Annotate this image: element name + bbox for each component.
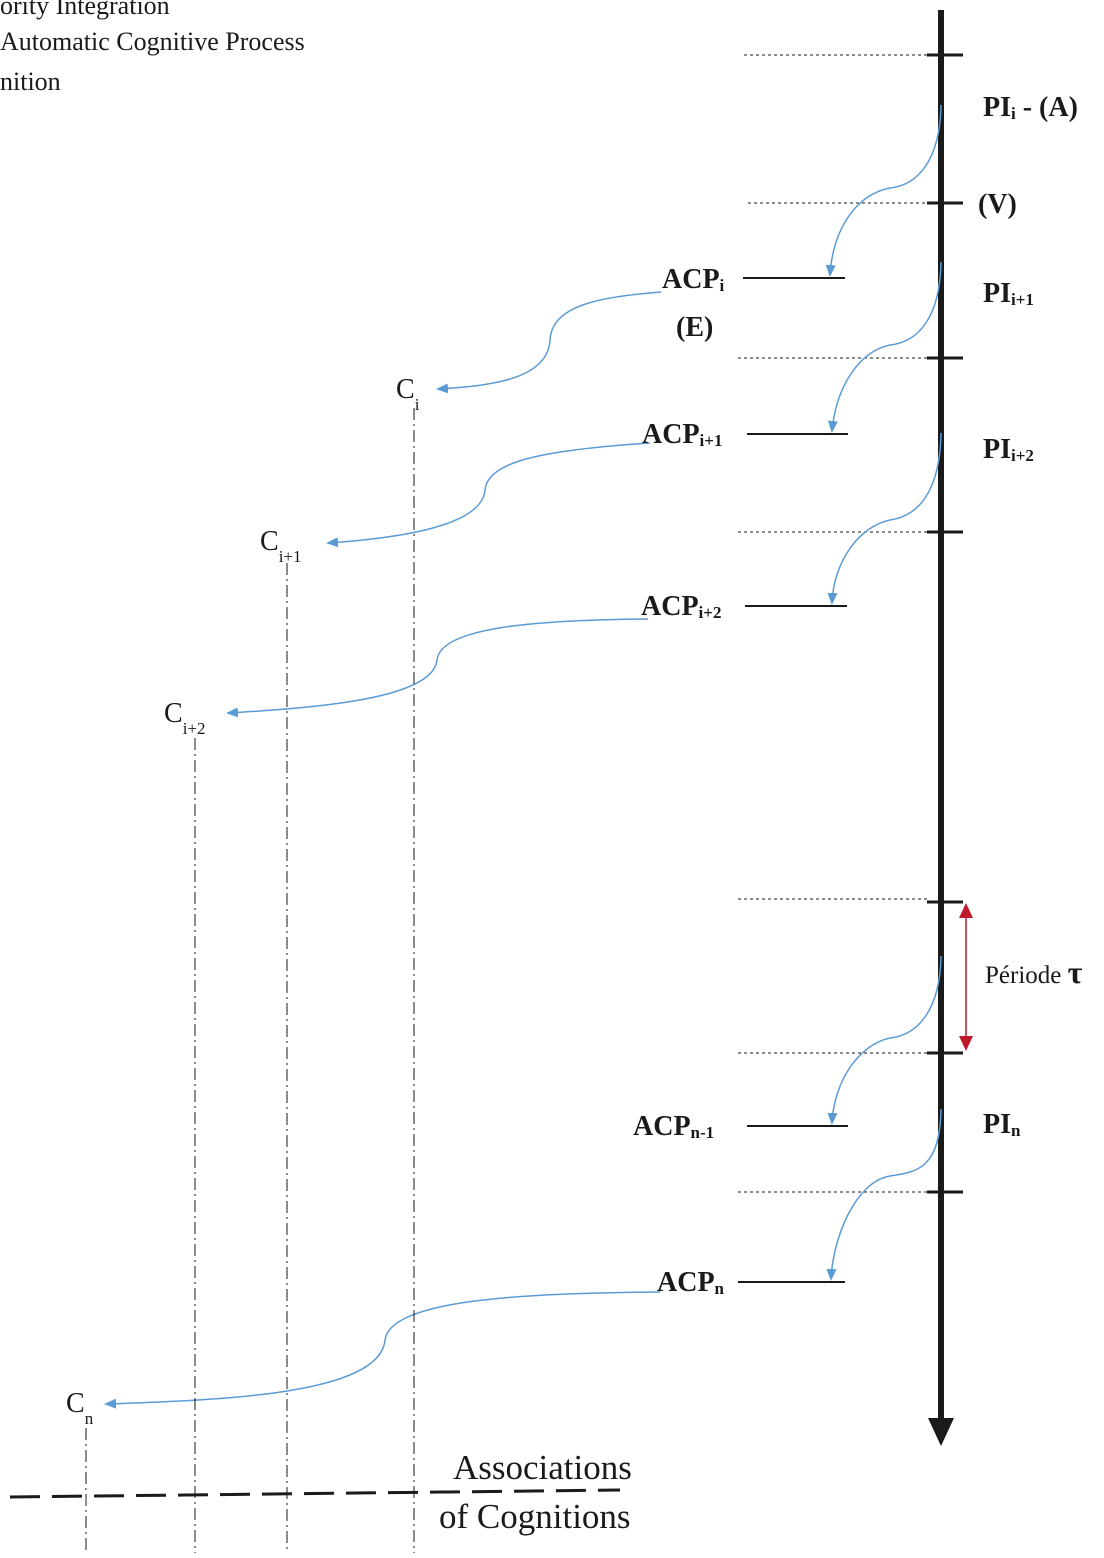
- legend-line-1: ority Integration: [0, 0, 170, 20]
- label-c-i1: Ci+1: [260, 526, 302, 566]
- label-c-n: Cn: [66, 1388, 94, 1428]
- label-acp-i: ACPi: [662, 264, 725, 295]
- arrow-period-to-acp-n1: [827, 955, 942, 1125]
- associations-line: [9, 1488, 621, 1499]
- label-acp-i1: ACPi+1: [642, 419, 722, 450]
- acp-lines: [738, 277, 848, 1283]
- label-pi-i: PIi - (A): [983, 92, 1078, 123]
- label-pi-i1: PIi+1: [983, 278, 1034, 309]
- label-acp-n1: ACPn-1: [633, 1111, 714, 1142]
- legend-line-3: nition: [0, 67, 61, 96]
- label-pi-i2: PIi+2: [983, 434, 1034, 465]
- axis-ticks: [927, 53, 963, 1194]
- label-period: Période τ: [985, 954, 1083, 990]
- arrow-pi-i2-to-acp-i2: [827, 432, 942, 605]
- associations-label-line-2: of Cognitions: [439, 1497, 631, 1536]
- label-c-i2: Ci+2: [164, 698, 206, 738]
- arrow-pi-n-to-acp-n: [826, 1108, 942, 1281]
- arrow-acp-i1-to-c-i1: [326, 442, 651, 548]
- label-pi-n: PIn: [983, 1109, 1021, 1140]
- associations-label-line-1: Associations: [453, 1448, 632, 1487]
- time-axis-arrowhead: [928, 1418, 954, 1446]
- arrow-pi-i1-to-acp-i1: [827, 261, 942, 433]
- arrow-acp-n-to-c-n: [104, 1291, 661, 1409]
- period-arrowhead-bottom: [959, 1036, 973, 1051]
- arrow-acp-i-to-c-i: [436, 291, 662, 394]
- arrow-pi-i-to-acp-i: [825, 104, 942, 277]
- period-arrow: [959, 903, 973, 1051]
- acp-to-cognition-arrows: [104, 291, 662, 1409]
- label-e: (E): [676, 312, 713, 343]
- arrow-acp-i2-to-c-i2: [226, 618, 649, 718]
- period-arrowhead-top: [959, 903, 973, 918]
- label-c-i: Ci: [396, 374, 420, 414]
- label-acp-n: ACPn: [657, 1267, 725, 1298]
- legend-line-2: Automatic Cognitive Process: [0, 27, 305, 56]
- dotted-guides: [738, 54, 927, 1193]
- axis-to-acp-arrows: [825, 104, 942, 1281]
- label-v: (V): [978, 189, 1017, 220]
- cognition-drop-lines: [85, 408, 415, 1553]
- label-acp-i2: ACPi+2: [641, 591, 721, 622]
